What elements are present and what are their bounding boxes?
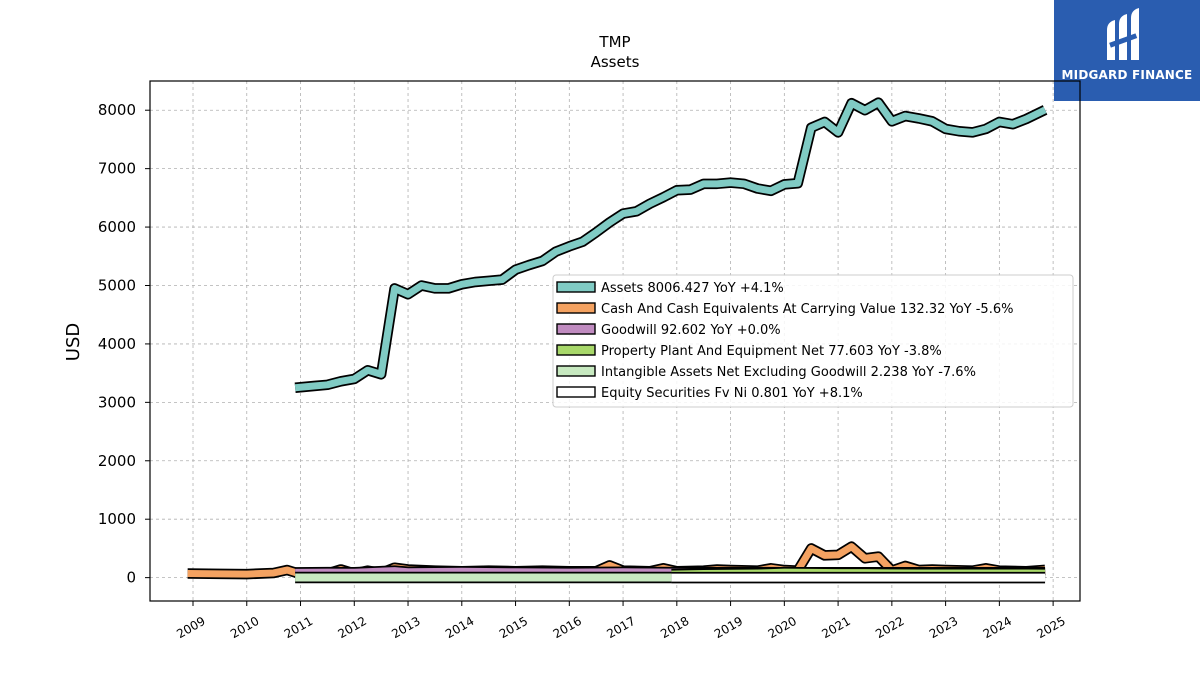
chart-subtitle: Assets xyxy=(591,53,640,71)
x-tick-label: 2012 xyxy=(336,614,369,641)
legend-item: Cash And Cash Equivalents At Carrying Va… xyxy=(556,302,1013,317)
y-tick-label: 3000 xyxy=(98,393,136,411)
legend-label: Assets 8006.427 YoY +4.1% xyxy=(601,281,784,296)
y-tick-label: 2000 xyxy=(98,452,136,470)
legend-swatch xyxy=(556,281,596,293)
y-tick-label: 1000 xyxy=(98,510,136,528)
legend-label: Goodwill 92.602 YoY +0.0% xyxy=(601,323,781,338)
legend-box xyxy=(552,274,1074,408)
legend-swatch xyxy=(556,365,596,377)
y-tick-label: 8000 xyxy=(98,101,136,119)
x-tick-label: 2024 xyxy=(981,614,1014,641)
legend-item: Equity Securities Fv Ni 0.801 YoY +8.1% xyxy=(556,386,863,401)
x-tick-label: 2010 xyxy=(228,614,261,641)
series-layer xyxy=(187,97,1048,584)
y-ticks: 0 1000 2000 3000 4000 5000 6000 7000 8000 xyxy=(98,101,150,587)
series-line xyxy=(294,99,1047,392)
legend-swatch xyxy=(556,302,596,314)
x-tick-label: 2022 xyxy=(873,614,906,641)
y-tick-label: 0 xyxy=(126,569,136,587)
x-tick-label: 2015 xyxy=(497,614,530,641)
y-tick-label: 4000 xyxy=(98,335,136,353)
legend: Assets 8006.427 YoY +4.1% Cash And Cash E… xyxy=(552,274,1074,408)
brand-name: MIDGARD FINANCE xyxy=(1061,68,1193,82)
legend-item: Property Plant And Equipment Net 77.603 … xyxy=(556,344,942,359)
brand-mark-icon xyxy=(1107,8,1139,60)
x-tick-label: 2013 xyxy=(389,614,422,641)
x-tick-label: 2017 xyxy=(604,614,637,641)
x-tick-label: 2023 xyxy=(927,614,960,641)
chart-title: TMP xyxy=(598,33,630,51)
brand-logo: MIDGARD FINANCE xyxy=(1054,0,1200,101)
x-tick-label: 2021 xyxy=(819,614,852,641)
x-tick-label: 2009 xyxy=(174,614,207,641)
y-axis-label: USD xyxy=(63,323,84,361)
y-tick-label: 7000 xyxy=(98,160,136,178)
x-tick-label: 2016 xyxy=(551,614,584,641)
legend-swatch xyxy=(556,386,596,398)
y-tick-label: 5000 xyxy=(98,276,136,294)
x-tick-label: 2025 xyxy=(1034,614,1067,641)
legend-label: Intangible Assets Net Excluding Goodwill… xyxy=(601,365,976,380)
legend-swatch xyxy=(556,323,596,335)
legend-item: Intangible Assets Net Excluding Goodwill… xyxy=(556,365,976,380)
legend-label: Property Plant And Equipment Net 77.603 … xyxy=(601,344,942,359)
plot-frame xyxy=(149,80,1081,602)
legend-swatch xyxy=(556,344,596,356)
legend-label: Equity Securities Fv Ni 0.801 YoY +8.1% xyxy=(601,386,863,401)
legend-item: Goodwill 92.602 YoY +0.0% xyxy=(556,323,781,338)
x-tick-label: 2019 xyxy=(712,614,745,641)
x-tick-label: 2018 xyxy=(658,614,691,641)
x-tick-label: 2014 xyxy=(443,614,476,641)
x-ticks: 2009 2010 2011 2012 2013 2014 2015 2016 2017 2018… xyxy=(174,601,1068,641)
y-tick-label: 6000 xyxy=(98,218,136,236)
series-1 xyxy=(294,97,1048,393)
x-tick-label: 2020 xyxy=(766,614,799,641)
legend-label: Cash And Cash Equivalents At Carrying Va… xyxy=(601,302,1013,317)
legend-item: Assets 8006.427 YoY +4.1% xyxy=(556,281,784,296)
x-tick-label: 2011 xyxy=(282,614,315,641)
